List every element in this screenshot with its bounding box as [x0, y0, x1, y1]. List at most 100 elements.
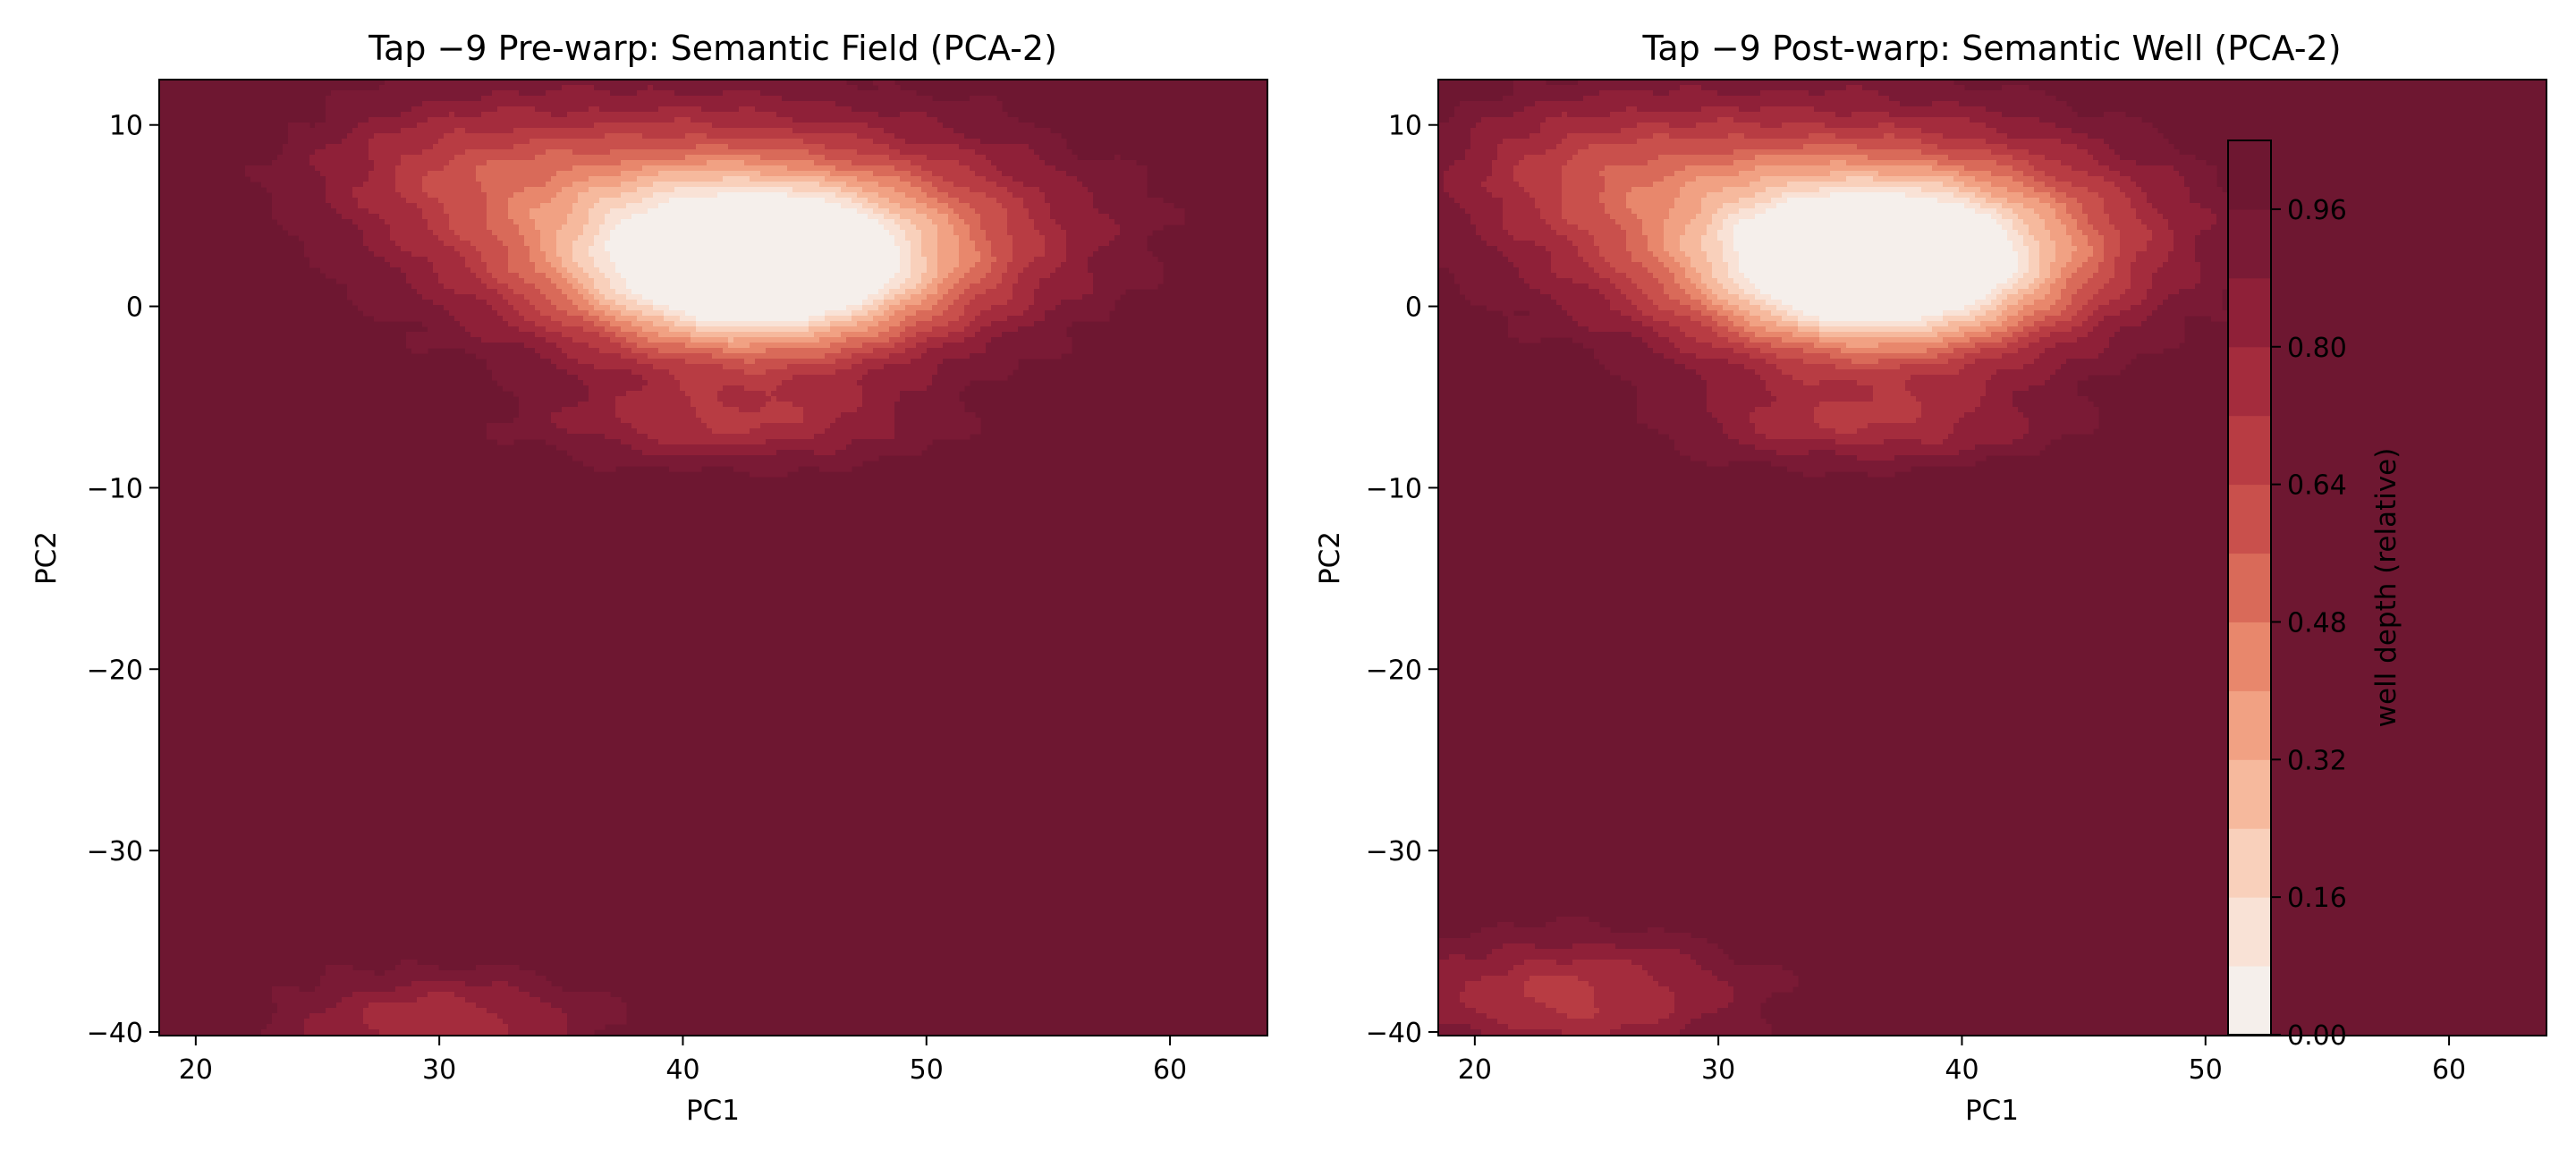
contour-cell — [1986, 385, 2029, 392]
contour-cell — [2104, 203, 2131, 209]
contour-cell — [2066, 224, 2078, 231]
contour-cell — [1809, 450, 1836, 456]
contour-cell — [1905, 380, 1987, 386]
contour-cell — [320, 981, 412, 987]
contour-cell — [2114, 149, 2180, 156]
contour-cell — [1039, 278, 1094, 284]
contour-cell — [658, 439, 767, 445]
contour-cell — [513, 391, 589, 397]
contour-cell — [363, 230, 391, 236]
contour-cell — [927, 214, 949, 220]
contour-cell — [2018, 300, 2035, 306]
contour-cell — [1707, 396, 1777, 402]
contour-cell — [631, 214, 869, 220]
contour-cell — [2002, 203, 2024, 209]
contour-cell — [2066, 262, 2083, 268]
contour-cell — [352, 992, 428, 998]
contour-cell — [572, 246, 589, 252]
contour-cell — [900, 396, 960, 402]
contour-cell — [535, 332, 563, 338]
contour-cell — [428, 992, 455, 998]
contour-cell — [776, 450, 815, 456]
contour-cell — [916, 310, 944, 317]
contour-cell — [1438, 123, 1477, 129]
contour-cell — [1701, 321, 1718, 327]
contour-cell — [1991, 300, 2003, 306]
contour-cell — [540, 353, 568, 360]
contour-cell — [1438, 133, 1471, 140]
contour-cell — [1707, 391, 1772, 397]
contour-cell — [2007, 235, 2024, 241]
contour-cell — [2055, 300, 2072, 306]
contour-cell — [1631, 300, 1654, 306]
contour-cell — [1819, 337, 1944, 343]
contour-cell — [2012, 219, 2024, 225]
contour-cell — [535, 305, 557, 311]
contour-cell — [723, 348, 767, 354]
contour-cell — [894, 423, 981, 429]
contour-cell — [433, 230, 455, 236]
contour-cell — [2098, 321, 2142, 327]
contour-cell — [696, 144, 729, 150]
contour-cell — [2114, 224, 2148, 231]
contour-cell — [428, 192, 487, 199]
contour-cell — [1819, 380, 1858, 386]
contour-cell — [964, 133, 1062, 140]
contour-cell — [2072, 294, 2094, 300]
contour-cell — [1986, 326, 2008, 333]
contour-cell — [1782, 300, 1976, 306]
contour-cell — [1755, 423, 1820, 429]
contour-cell — [1114, 155, 1121, 161]
contour-cell — [2168, 251, 2196, 258]
contour-cell — [1857, 428, 1954, 435]
contour-cell — [454, 155, 536, 161]
contour-cell — [744, 385, 777, 392]
contour-cell — [336, 1002, 369, 1009]
contour-cell — [428, 257, 466, 263]
contour-cell — [1605, 165, 1686, 172]
contour-cell — [1438, 262, 1514, 268]
contour-cell — [2136, 214, 2164, 220]
y-tick-label: −30 — [87, 836, 143, 867]
contour-cell — [2039, 273, 2051, 279]
contour-cell — [921, 176, 944, 182]
contour-cell — [1572, 155, 1659, 161]
contour-cell — [1664, 176, 1697, 182]
contour-cell — [1109, 241, 1148, 247]
contour-cell — [1674, 171, 1740, 177]
contour-cell — [927, 348, 987, 354]
contour-cell — [1653, 316, 1691, 322]
contour-cell — [1637, 402, 1707, 408]
contour-cell — [953, 128, 1051, 134]
colorbar-tick-label: 0.48 — [2287, 607, 2347, 639]
contour-cell — [2109, 300, 2142, 306]
contour-cell — [943, 310, 965, 317]
contour-cell — [492, 375, 579, 381]
contour-cell — [1803, 144, 1858, 150]
contour-cell — [1970, 337, 2003, 343]
contour-cell — [2050, 267, 2062, 274]
contour-cell — [562, 257, 573, 263]
contour-cell — [2195, 241, 2255, 247]
contour-cell — [1055, 305, 1115, 311]
contour-cell — [1701, 235, 1718, 241]
contour-cell — [2131, 262, 2164, 268]
contour-cell — [567, 214, 589, 220]
contour-cell — [959, 241, 976, 247]
contour-cell — [1551, 294, 1606, 300]
contour-cell — [562, 332, 600, 338]
contour-cell — [1921, 412, 1965, 419]
contour-cell — [599, 230, 611, 236]
contour-cell — [562, 321, 595, 327]
contour-cell — [2066, 359, 2131, 365]
contour-cell — [309, 257, 386, 263]
contour-cell — [395, 986, 520, 993]
contour-cell — [873, 171, 911, 177]
contour-cell — [2039, 198, 2056, 204]
contour-cell — [1712, 316, 1729, 322]
contour-cell — [2061, 294, 2072, 300]
contour-cell — [1664, 246, 1681, 252]
contour-cell — [1653, 133, 1670, 140]
contour-cell — [589, 187, 638, 193]
contour-cell — [1674, 444, 1756, 451]
